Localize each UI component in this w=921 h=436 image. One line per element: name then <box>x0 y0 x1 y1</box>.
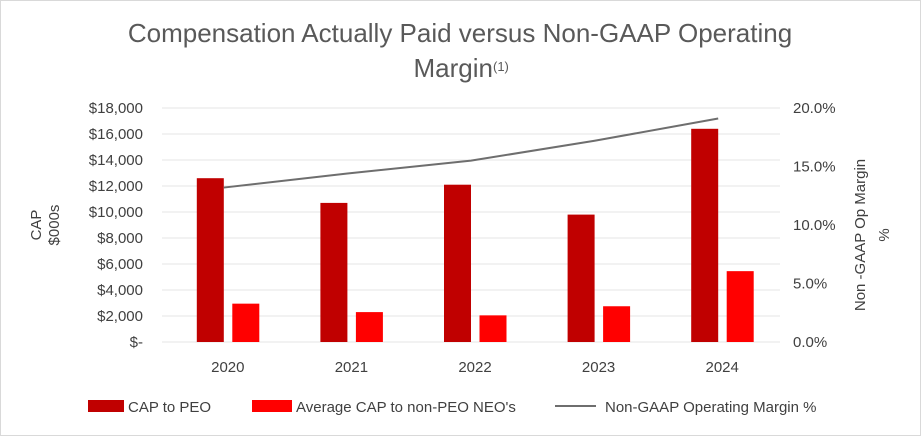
left-axis-title-line1: CAP <box>28 210 45 241</box>
left-tick-label: $14,000 <box>89 152 143 169</box>
legend-label-margin: Non-GAAP Operating Margin % <box>605 399 817 416</box>
line-series-margin <box>223 117 719 189</box>
right-axis-title: Non -GAAP Op Margin % <box>852 159 893 311</box>
bar-cap-neo-2020 <box>232 303 260 342</box>
chart-title-line2: Margin <box>414 53 493 83</box>
right-tick-label: 5.0% <box>793 276 827 293</box>
bars <box>196 128 754 342</box>
left-tick-label: $4,000 <box>97 282 143 299</box>
left-tick-label: $12,000 <box>89 178 143 195</box>
legend-label-cap-peo: CAP to PEO <box>128 399 211 416</box>
x-tick-label: 2024 <box>706 359 739 376</box>
bar-cap-peo-2023 <box>567 214 595 342</box>
left-tick-label: $6,000 <box>97 256 143 273</box>
right-tick-label: 20.0% <box>793 100 836 117</box>
left-axis-title-line2: $000s <box>46 205 63 246</box>
right-axis-title-line2: % <box>876 228 893 241</box>
bar-cap-peo-2022 <box>444 184 471 342</box>
left-tick-label: $16,000 <box>89 126 143 143</box>
left-axis-title: CAP $000s <box>28 205 63 246</box>
bar-cap-neo-2022 <box>479 315 507 342</box>
bar-cap-peo-2024 <box>691 128 719 342</box>
left-tick-label: $2,000 <box>97 308 143 325</box>
right-tick-label: 15.0% <box>793 159 836 176</box>
left-tick-label: $18,000 <box>89 100 143 117</box>
legend-swatch-cap-peo <box>88 400 124 412</box>
left-tick-label: $8,000 <box>97 230 143 247</box>
left-axis-ticks: $- $2,000 $4,000 $6,000 $8,000 $10,000 $12,000… <box>89 100 143 351</box>
x-axis-ticks: 2020 2021 2022 2023 2024 <box>211 359 739 376</box>
margin-line <box>223 117 719 189</box>
right-axis-ticks: 0.0% 5.0% 10.0% 15.0% 20.0% <box>793 100 836 351</box>
bar-cap-neo-2021 <box>355 312 383 342</box>
chart-title-line1: Compensation Actually Paid versus Non-GA… <box>128 18 792 48</box>
legend-swatch-cap-neo <box>252 400 292 412</box>
left-tick-label: $- <box>130 334 143 351</box>
gridlines <box>162 107 780 343</box>
x-tick-label: 2020 <box>211 359 244 376</box>
bar-cap-peo-2021 <box>320 202 348 342</box>
right-tick-label: 10.0% <box>793 217 836 234</box>
legend: CAP to PEO Average CAP to non-PEO NEO's … <box>88 399 817 416</box>
left-tick-label: $10,000 <box>89 204 143 221</box>
legend-label-cap-neo: Average CAP to non-PEO NEO's <box>296 399 516 416</box>
x-tick-label: 2022 <box>458 359 491 376</box>
bar-cap-peo-2020 <box>196 178 224 342</box>
x-tick-label: 2023 <box>582 359 615 376</box>
bar-cap-neo-2024 <box>726 271 754 342</box>
right-axis-title-line1: Non -GAAP Op Margin <box>852 159 869 311</box>
chart-title-superscript: (1) <box>493 59 509 74</box>
chart-title-line2-text: Margin <box>414 53 493 83</box>
x-tick-label: 2021 <box>335 359 368 376</box>
right-tick-label: 0.0% <box>793 334 827 351</box>
bar-cap-neo-2023 <box>603 306 631 342</box>
